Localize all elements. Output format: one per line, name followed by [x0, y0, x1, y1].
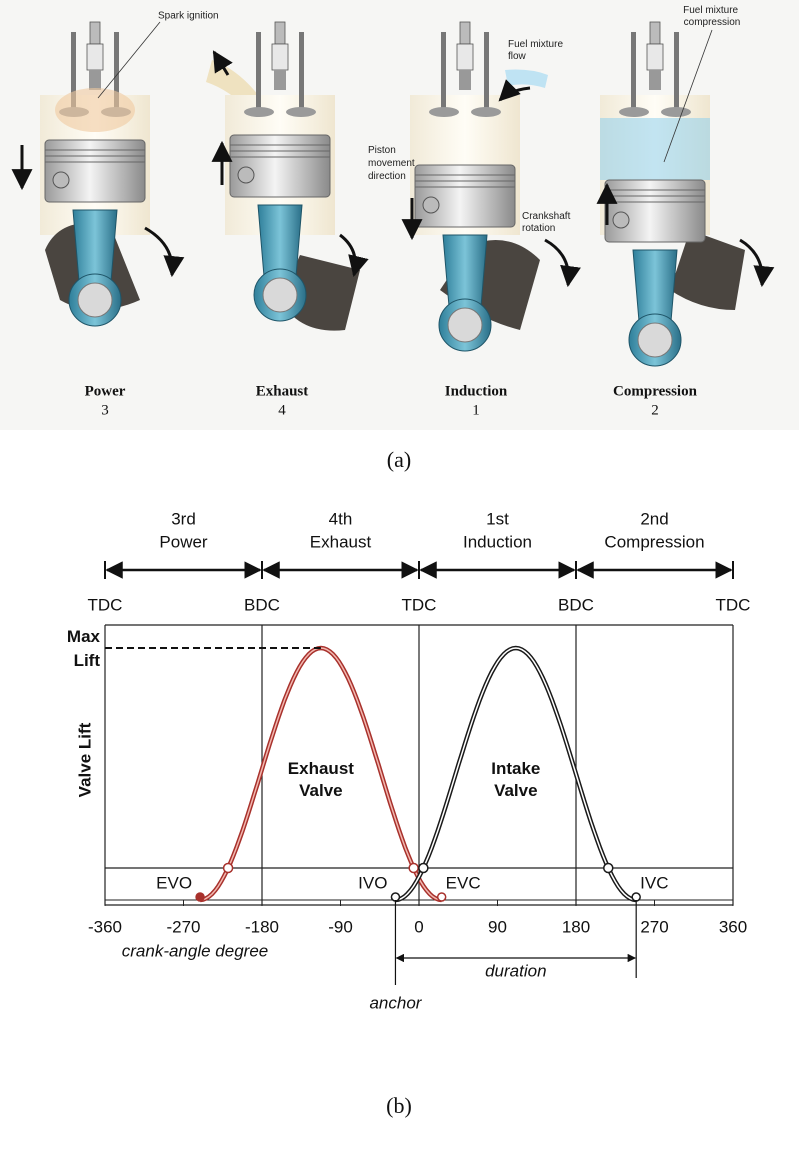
annotation: Piston movement direction: [368, 145, 417, 182]
valve-label: Exhaust Valve: [288, 759, 354, 800]
event-label: IVC: [640, 873, 668, 892]
phase-ordinal: 4th: [329, 509, 353, 528]
event-point: [631, 892, 641, 902]
annotation: Spark ignition: [158, 11, 219, 22]
x-axis-label: crank-angle degree: [122, 941, 268, 960]
dead-center-label: TDC: [88, 595, 123, 614]
x-tick-label: 180: [562, 917, 590, 936]
phase-name: Exhaust: [310, 532, 372, 551]
event-label: EVC: [446, 873, 481, 892]
annotation-line: Fuel mixture: [508, 39, 563, 50]
annotation: Fuel mixture flow: [508, 39, 566, 62]
dead-center-label: BDC: [244, 595, 280, 614]
annotation-line: Fuel mixture: [683, 5, 738, 16]
annotation: Fuel mixture compression: [683, 5, 741, 28]
phase-name: Compression: [604, 532, 704, 551]
engine-power: [11, 21, 185, 327]
stroke-name: Exhaust: [256, 383, 309, 399]
stroke-number: 4: [278, 402, 286, 418]
phase-name: Induction: [463, 532, 532, 551]
annotation-line: compression: [684, 17, 741, 28]
valve-label-line: Intake: [491, 759, 540, 778]
event-label: EVO: [156, 873, 192, 892]
caption: (b): [386, 1093, 412, 1118]
x-tick-label: -270: [166, 917, 200, 936]
annotation-line: direction: [368, 171, 406, 182]
x-tick-label: 90: [488, 917, 507, 936]
engine-exhaust: [206, 21, 369, 331]
valve-label: Intake Valve: [491, 759, 540, 800]
max-lift-line: Lift: [74, 651, 101, 670]
anchor-label: anchor: [369, 993, 422, 1012]
phase-name: Power: [159, 532, 208, 551]
event-point: [195, 892, 205, 902]
leader-line: [663, 29, 713, 163]
dead-center-label: TDC: [716, 595, 751, 614]
annotation-line: Crankshaft: [522, 211, 571, 222]
stroke-number: 1: [472, 402, 480, 418]
y-axis-label: Valve Lift: [75, 722, 94, 797]
engine-compression: [596, 21, 775, 367]
threshold-point: [222, 862, 234, 874]
phase-ordinal: 3rd: [171, 509, 196, 528]
stroke-name: Induction: [445, 383, 508, 399]
annotation-line: rotation: [522, 223, 555, 234]
stroke-name: Compression: [613, 383, 698, 399]
annotation-line: movement: [368, 158, 415, 169]
event-point: [436, 892, 447, 902]
stroke-name: Power: [85, 383, 126, 399]
annotation-line: flow: [508, 51, 527, 62]
event-point: [390, 892, 401, 902]
dead-center-label: BDC: [558, 595, 594, 614]
x-tick-label: 270: [640, 917, 668, 936]
x-tick-label: 0: [414, 917, 423, 936]
event-label: IVO: [358, 873, 387, 892]
phase-ordinal: 1st: [486, 509, 509, 528]
stroke-number: 2: [651, 402, 659, 418]
engine-induction: [401, 21, 581, 352]
valve-curve-inner: [200, 647, 442, 901]
leader-line: [97, 21, 161, 99]
x-tick-label: -90: [328, 917, 353, 936]
duration-label: duration: [485, 961, 546, 980]
max-lift-line: Max: [67, 627, 101, 646]
x-tick-label: -360: [88, 917, 122, 936]
valve-curve-inner: [395, 647, 637, 901]
valve-label-line: Valve: [494, 781, 538, 800]
threshold-point: [603, 862, 614, 874]
threshold-point: [418, 862, 429, 874]
x-tick-label: -180: [245, 917, 279, 936]
dead-center-label: TDC: [402, 595, 437, 614]
phase-ordinal: 2nd: [640, 509, 668, 528]
threshold-point: [408, 862, 419, 874]
max-lift-label: Max Lift: [67, 627, 101, 670]
annotation-line: Piston: [368, 145, 396, 156]
caption: (a): [387, 447, 411, 472]
x-tick-label: 360: [719, 917, 747, 936]
stroke-number: 3: [101, 402, 109, 418]
annotation: Crankshaft rotation: [522, 211, 573, 234]
valve-label-line: Valve: [299, 781, 343, 800]
valve-label-line: Exhaust: [288, 759, 354, 778]
